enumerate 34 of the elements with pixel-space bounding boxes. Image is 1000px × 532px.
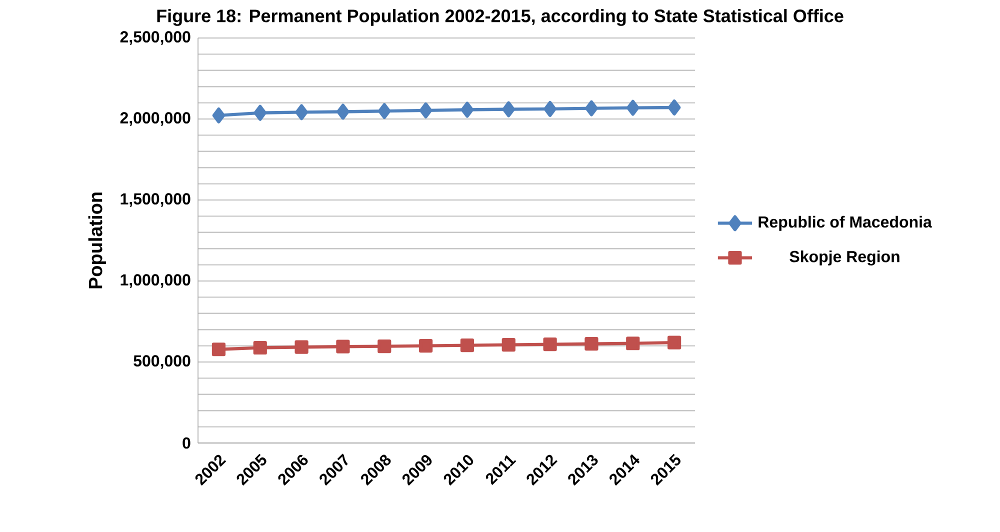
- chart-title: Figure 18: Permanent Population 2002-2015, according to State Statistical Office: [157, 9, 844, 26]
- point: [502, 101, 516, 118]
- point: [584, 337, 598, 351]
- y-tick-label: 2,000,000: [120, 112, 190, 126]
- point: [419, 339, 433, 353]
- point: [626, 336, 640, 350]
- point: [378, 103, 391, 120]
- point: [543, 338, 557, 352]
- legend-label: Republic of Macedonia: [758, 216, 932, 231]
- point: [419, 102, 432, 118]
- point: [212, 107, 226, 124]
- y-tick-label: 500,000: [134, 355, 190, 369]
- point: [626, 100, 640, 116]
- point: [668, 336, 682, 350]
- point: [460, 102, 474, 118]
- legend-label: Skopje Region: [790, 250, 900, 266]
- point: [254, 104, 267, 121]
- point: [378, 339, 392, 354]
- point: [336, 104, 350, 120]
- point: [460, 338, 474, 352]
- point: [212, 342, 226, 356]
- y-tick-label: 0: [182, 437, 190, 449]
- point: [336, 340, 350, 354]
- point: [253, 340, 267, 355]
- point: [295, 104, 308, 120]
- y-axis-title: Population: [88, 192, 106, 288]
- y-tick-label: 1,500,000: [120, 193, 190, 207]
- point: [502, 338, 516, 352]
- point: [668, 100, 681, 116]
- y-tick-label: 1,000,000: [120, 274, 190, 288]
- point: [544, 100, 556, 117]
- point: [294, 340, 308, 354]
- point: [585, 100, 598, 116]
- y-tick-label: 2,500,000: [120, 31, 190, 45]
